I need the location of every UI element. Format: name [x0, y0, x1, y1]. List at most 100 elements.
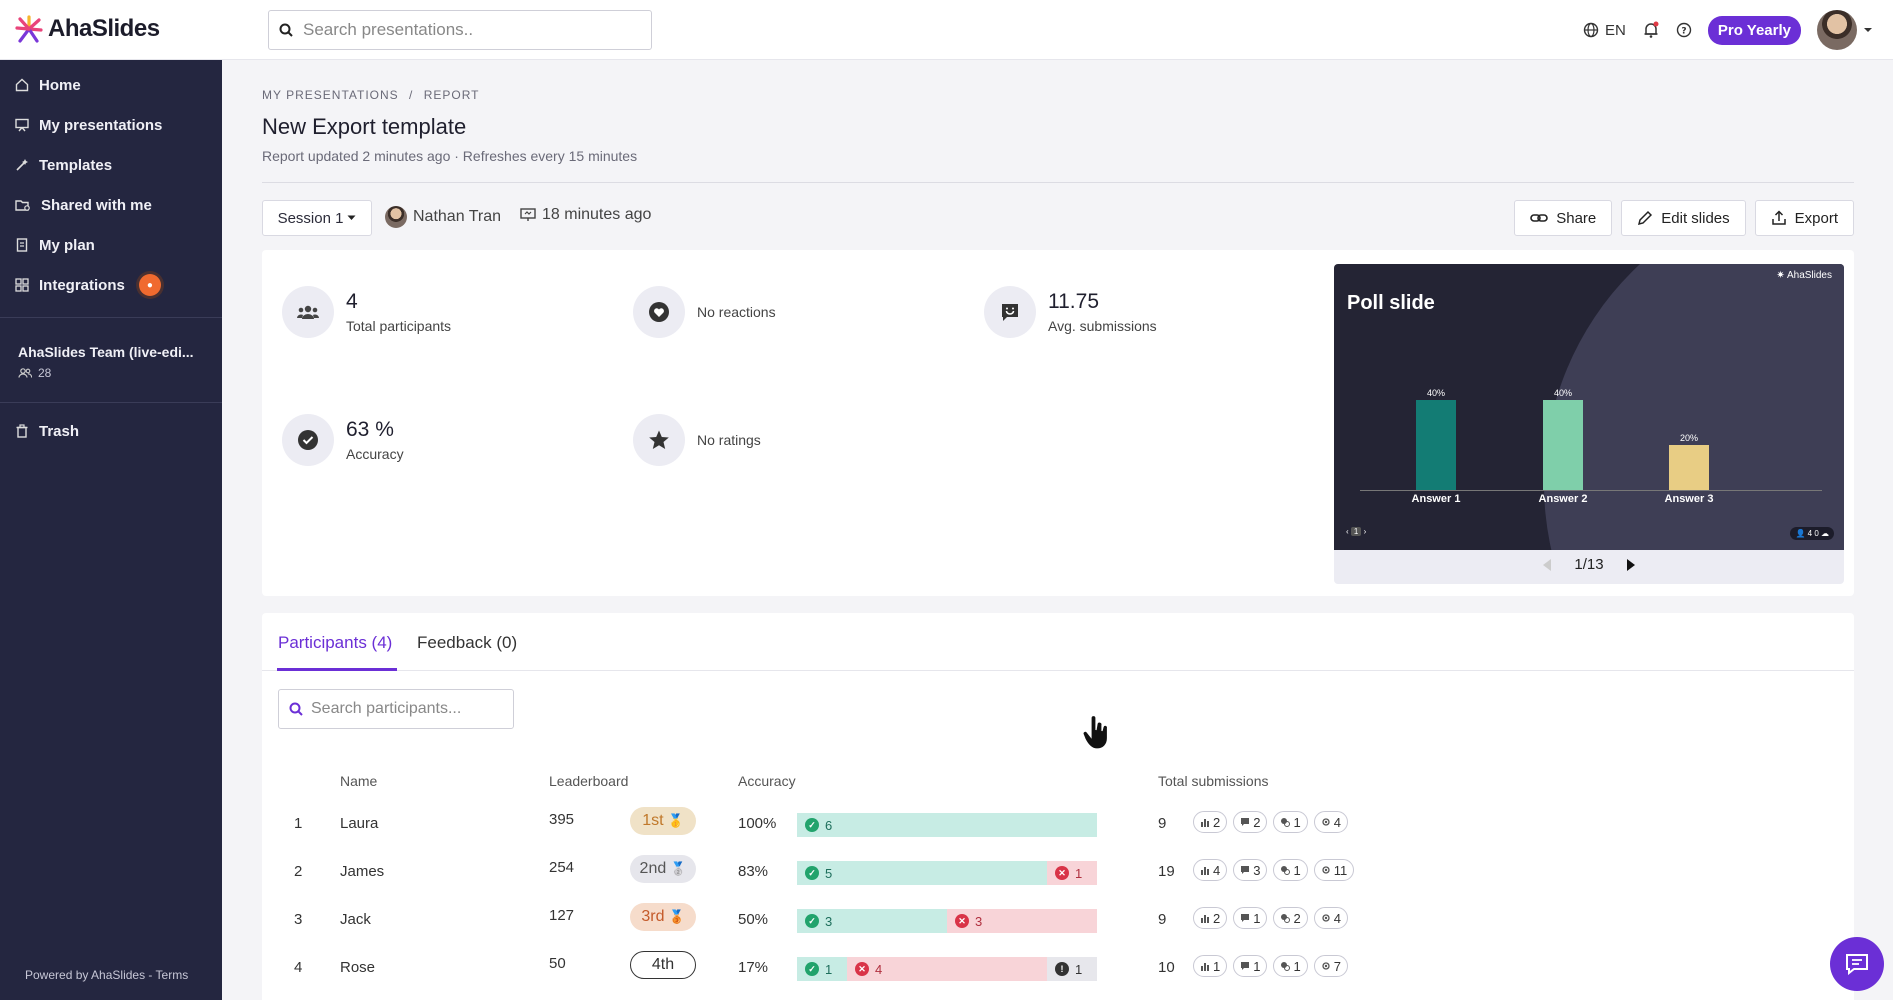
receipt-icon: [16, 238, 28, 252]
chart-bar: [1416, 400, 1456, 490]
qa-submissions: 1: [1273, 859, 1308, 881]
breadcrumb-root[interactable]: MY PRESENTATIONS: [262, 88, 399, 102]
stat-accuracy: 63 % Accuracy: [282, 414, 404, 466]
breadcrumb-current: REPORT: [423, 88, 480, 102]
header-divider: [262, 182, 1854, 183]
slide-pager: 1/13: [1334, 556, 1844, 573]
chevron-down-icon: [1864, 28, 1872, 32]
sidebar-item-templates[interactable]: Templates: [0, 145, 222, 185]
people-icon: [18, 368, 32, 378]
rank-label: 4th: [651, 956, 675, 973]
accuracy-correct-segment: ✓ 3: [797, 909, 947, 933]
chart-bar: [1543, 400, 1583, 490]
sidebar: Home My presentations Templates Shared w…: [0, 60, 222, 1000]
help-icon[interactable]: ?: [1676, 22, 1692, 38]
trash-icon: [16, 424, 28, 438]
language-selector[interactable]: EN: [1583, 22, 1626, 39]
qa-submissions: 1: [1273, 811, 1308, 833]
participant-name[interactable]: Jack: [340, 911, 371, 928]
slide-thumbnail[interactable]: ✷ AhaSlides Poll slide 40% Answer 1 40% Ans…: [1334, 264, 1844, 550]
correct-count: 3: [825, 913, 833, 929]
sidebar-item-home[interactable]: Home: [0, 65, 222, 105]
column-header-submissions[interactable]: Total submissions: [1158, 773, 1269, 789]
link-icon: [1530, 214, 1549, 222]
total-submissions: 19: [1158, 863, 1175, 880]
accuracy-percent: 83%: [738, 863, 769, 880]
upload-icon: [1771, 210, 1786, 225]
qa-submissions: 1: [1273, 955, 1308, 977]
active-tab-indicator: [277, 668, 397, 671]
participant-search-input[interactable]: [311, 700, 501, 718]
edit-slides-button[interactable]: Edit slides: [1621, 200, 1746, 236]
table-row[interactable]: 1 Laura 395 1st 🥇 100% ✓ 6 9 2 2 1 4: [262, 803, 1854, 843]
qa-submissions: 2: [1273, 907, 1308, 929]
export-button[interactable]: Export: [1754, 200, 1854, 236]
bar-chart-icon: [1201, 867, 1209, 875]
stat-label: Accuracy: [346, 446, 404, 462]
wand-icon: [16, 159, 28, 171]
poll-submissions: 2: [1193, 811, 1228, 833]
page-title: New Export template: [262, 114, 467, 139]
check-icon: ✓: [805, 866, 819, 880]
quiz-icon: [1322, 818, 1330, 826]
share-label: Share: [1556, 209, 1597, 227]
terms-link[interactable]: Terms: [155, 968, 189, 982]
slide-pager-label: 1/13: [1574, 556, 1604, 573]
account-menu[interactable]: [1817, 10, 1873, 50]
notification-bell-icon[interactable]: [1642, 21, 1660, 39]
accuracy-noanswer-segment: ! 1: [1047, 957, 1097, 981]
participant-name[interactable]: James: [340, 863, 385, 880]
app-logo[interactable]: AhaSlides: [14, 14, 160, 44]
quiz-icon: [1322, 962, 1330, 970]
column-header-leaderboard[interactable]: Leaderboard: [549, 773, 629, 789]
submission-breakdown: 2 2 1 4: [1193, 811, 1348, 833]
check-icon: ✓: [805, 914, 819, 928]
accuracy-bar: ✓ 3 ✕ 3: [797, 909, 1097, 933]
table-row[interactable]: 3 Jack 127 3rd 🥉 50% ✓ 3 ✕ 3 9 2 1 2 4: [262, 899, 1854, 939]
breadcrumb: MY PRESENTATIONS / REPORT: [262, 88, 480, 102]
accuracy-correct-segment: ✓ 5: [797, 861, 1047, 885]
next-slide-icon[interactable]: [1626, 558, 1636, 572]
svg-text:?: ?: [1681, 27, 1686, 37]
hand-cursor-icon: [1082, 716, 1109, 750]
ahaslides-logo-icon: [15, 15, 43, 43]
total-submissions: 9: [1158, 815, 1167, 832]
slide-mini-stats-text: 4 0: [1807, 529, 1819, 538]
column-header-name[interactable]: Name: [340, 773, 378, 789]
pro-plan-button[interactable]: Pro Yearly: [1707, 15, 1801, 45]
search-input[interactable]: [303, 20, 623, 40]
session-selector[interactable]: Session 1: [262, 200, 372, 236]
slide-title: Poll slide: [1347, 292, 1435, 314]
quiz-count: 11: [1333, 862, 1348, 878]
wrong-count: 4: [875, 961, 883, 977]
share-button[interactable]: Share: [1514, 200, 1613, 236]
column-header-accuracy[interactable]: Accuracy: [738, 773, 796, 789]
participant-name[interactable]: Rose: [340, 959, 376, 976]
prev-slide-icon[interactable]: [1542, 558, 1552, 572]
table-row[interactable]: 4 Rose 50 4th 17% ✓ 1 ✕ 4! 1 10 1 1 1 7: [262, 947, 1854, 987]
table-row[interactable]: 2 James 254 2nd 🥈 83% ✓ 5 ✕ 1 19 4 3 1 11: [262, 851, 1854, 891]
open-submissions: 1: [1233, 955, 1268, 977]
open-count: 1: [1253, 910, 1261, 926]
stat-value: 63 %: [346, 418, 394, 441]
quiz-icon: [1322, 914, 1330, 922]
stat-label: Total participants: [346, 318, 452, 334]
support-chat-button[interactable]: [1830, 937, 1884, 991]
sidebar-item-label: Integrations: [39, 276, 125, 294]
tab-feedback[interactable]: Feedback (0): [417, 633, 518, 652]
tab-participants[interactable]: Participants (4): [278, 633, 393, 652]
accuracy-wrong-segment: ✕ 4: [847, 957, 1047, 981]
accuracy-correct-segment: ✓ 1: [797, 957, 847, 981]
sidebar-item-my-presentations[interactable]: My presentations: [0, 105, 222, 145]
participant-name[interactable]: Laura: [340, 815, 379, 832]
presentation-time-icon: [520, 208, 536, 221]
check-circle-icon: [298, 430, 318, 450]
sidebar-item-shared[interactable]: Shared with me: [0, 185, 222, 225]
sidebar-item-integrations[interactable]: Integrations ●: [0, 265, 222, 305]
row-index: 4: [294, 959, 303, 976]
sidebar-item-trash[interactable]: Trash: [0, 411, 222, 451]
team-switcher[interactable]: AhaSlides Team (live-edi... 28: [0, 326, 222, 394]
sidebar-item-my-plan[interactable]: My plan: [0, 225, 222, 265]
medal-icon: 🥈: [670, 861, 687, 876]
language-label: EN: [1605, 21, 1626, 39]
